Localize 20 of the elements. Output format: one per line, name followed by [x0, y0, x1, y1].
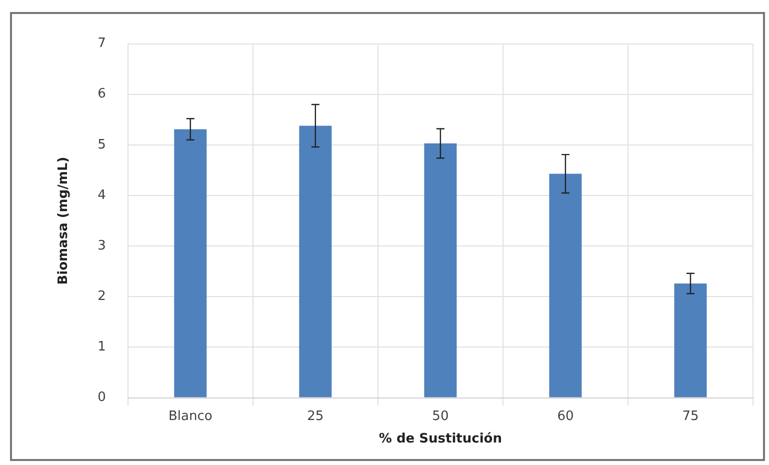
y-tick-label: 4 — [98, 188, 106, 203]
y-axis-title: Biomasa (mg/mL) — [56, 156, 72, 285]
bar — [299, 126, 332, 398]
y-tick-label: 6 — [98, 86, 106, 102]
bar — [549, 174, 582, 398]
x-tick-label: 75 — [682, 408, 699, 424]
x-tick-label: 50 — [432, 408, 449, 424]
x-tick-label: Blanco — [168, 408, 212, 424]
y-tick-label: 2 — [98, 289, 106, 304]
x-tick-label: 25 — [307, 408, 324, 424]
y-tick-label: 0 — [98, 390, 106, 406]
bar — [174, 129, 207, 398]
y-tick-label: 1 — [98, 340, 106, 355]
x-axis-title: % de Sustitución — [378, 432, 502, 447]
y-tick-label: 5 — [98, 137, 106, 152]
bar — [424, 143, 457, 398]
bar — [674, 284, 707, 398]
y-tick-label: 3 — [98, 238, 106, 254]
x-tick-label: 60 — [557, 408, 574, 424]
y-tick-label: 7 — [98, 36, 106, 52]
